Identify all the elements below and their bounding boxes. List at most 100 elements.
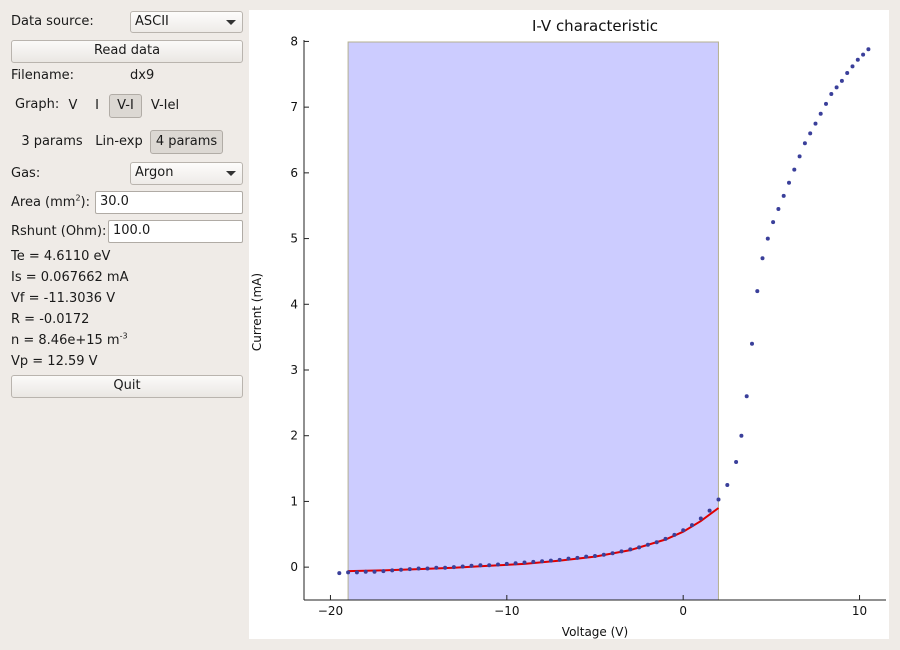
- data-point: [601, 552, 606, 557]
- data-point: [628, 547, 633, 552]
- data-point: [744, 394, 749, 399]
- data-point: [681, 528, 686, 533]
- plot-area: I-V characteristic −20 −10 0 10 0 1 2 3 4 5 6 7 8 V…: [249, 10, 889, 639]
- y-tick-label: 1: [290, 494, 298, 508]
- y-tick-label: 3: [290, 363, 298, 377]
- data-point: [522, 560, 527, 565]
- data-point: [765, 236, 770, 241]
- data-point: [672, 532, 677, 537]
- is-value: Is = 0.067662 mA: [11, 270, 129, 285]
- vp-value: Vp = 12.59 V: [11, 354, 98, 369]
- data-point: [813, 121, 818, 126]
- filename-value: dx9: [130, 68, 155, 83]
- data-source-label: Data source:: [11, 14, 94, 29]
- data-point: [725, 483, 730, 487]
- y-tick-label: 8: [290, 34, 298, 48]
- graph-label: Graph:: [15, 97, 60, 112]
- n-value-sup: -3: [119, 331, 128, 341]
- chevron-down-icon: [226, 20, 236, 25]
- data-point: [654, 540, 659, 545]
- data-point: [425, 566, 430, 571]
- filename-label: Filename:: [11, 68, 75, 83]
- x-axis-label: Voltage (V): [562, 625, 628, 639]
- te-value: Te = 4.6110 eV: [11, 249, 111, 264]
- data-source-value: ASCII: [135, 14, 169, 29]
- data-point: [372, 569, 377, 574]
- data-point: [469, 563, 474, 568]
- vf-value: Vf = -11.3036 V: [11, 291, 116, 306]
- gas-label: Gas:: [11, 166, 41, 181]
- n-value-text: n = 8.46e+15 m: [11, 333, 120, 348]
- n-value: n = 8.46e+15 m-3: [11, 331, 128, 349]
- area-label-sup: 2: [75, 193, 81, 203]
- quit-button[interactable]: Quit: [11, 375, 243, 398]
- graph-option-v[interactable]: V: [68, 98, 78, 113]
- data-point: [834, 85, 839, 90]
- data-point: [829, 92, 834, 96]
- data-point: [363, 569, 368, 574]
- y-tick-label: 4: [290, 297, 298, 311]
- r-value: R = -0.0172: [11, 312, 90, 327]
- data-point: [824, 101, 828, 106]
- rshunt-input[interactable]: 100.0: [108, 220, 243, 243]
- graph-option-i[interactable]: I: [95, 98, 99, 113]
- data-point: [698, 516, 703, 521]
- data-point: [443, 565, 448, 570]
- chevron-down-icon: [226, 171, 236, 176]
- data-point: [496, 562, 500, 567]
- fit-option-4-params[interactable]: 4 params: [150, 130, 223, 154]
- data-point: [504, 561, 509, 566]
- data-point: [792, 167, 797, 172]
- x-tick-label: −20: [318, 604, 343, 618]
- data-point: [781, 193, 786, 198]
- y-ticks: 0 1 2 3 4 5 6 7 8: [290, 34, 309, 574]
- data-point: [337, 571, 342, 576]
- graph-option-v-iel[interactable]: V-Iel: [150, 98, 180, 113]
- iv-chart: I-V characteristic −20 −10 0 10 0 1 2 3 4 5 6 7 8 V…: [250, 17, 886, 639]
- x-tick-label: −10: [494, 604, 519, 618]
- graph-option-v-i[interactable]: V-I: [109, 94, 142, 118]
- area-input[interactable]: 30.0: [95, 191, 243, 214]
- y-tick-label: 2: [290, 429, 298, 443]
- data-point: [663, 536, 668, 541]
- data-point: [760, 256, 765, 261]
- y-tick-label: 7: [290, 100, 298, 114]
- data-point: [610, 551, 615, 556]
- data-point: [540, 559, 545, 564]
- data-point: [802, 141, 807, 146]
- data-point: [776, 207, 781, 211]
- chart-title: I-V characteristic: [532, 17, 658, 35]
- y-tick-label: 0: [290, 560, 298, 574]
- x-tick-label: 10: [852, 604, 867, 618]
- data-point: [460, 564, 465, 569]
- fit-option-3-params[interactable]: 3 params: [21, 134, 83, 149]
- data-source-select[interactable]: ASCII: [130, 11, 243, 33]
- data-point: [755, 289, 760, 294]
- data-point: [575, 555, 580, 560]
- y-tick-label: 5: [290, 232, 298, 246]
- data-point: [487, 563, 492, 568]
- gas-select[interactable]: Argon: [130, 162, 243, 185]
- data-point: [771, 220, 776, 225]
- area-label-tail: ):: [80, 195, 90, 210]
- read-data-button[interactable]: Read data: [11, 40, 243, 63]
- x-tick-label: 0: [679, 604, 687, 618]
- data-point: [513, 561, 518, 566]
- data-point: [808, 131, 813, 136]
- data-point: [707, 508, 712, 513]
- data-point: [619, 549, 624, 554]
- x-ticks: −20 −10 0 10: [318, 595, 867, 618]
- data-point: [548, 558, 553, 563]
- data-point: [451, 565, 456, 570]
- data-point: [690, 523, 694, 528]
- fit-region: [347, 41, 719, 601]
- fit-option-lin-exp[interactable]: Lin-exp: [95, 134, 143, 149]
- data-point: [839, 78, 844, 83]
- data-point: [845, 71, 850, 75]
- data-point: [566, 556, 571, 561]
- data-point: [390, 568, 395, 573]
- data-point: [531, 559, 536, 564]
- area-label-text: Area (mm: [11, 195, 76, 210]
- data-point: [434, 565, 439, 570]
- data-point: [584, 554, 589, 559]
